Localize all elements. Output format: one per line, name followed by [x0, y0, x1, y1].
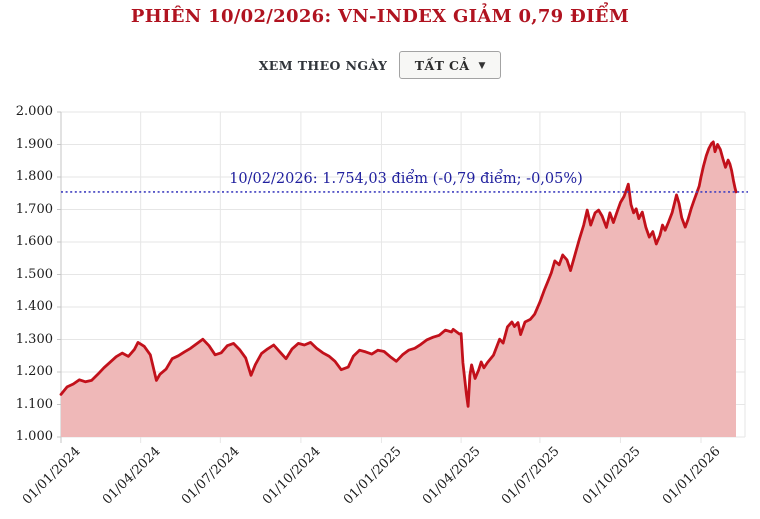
index-line: [59, 140, 738, 408]
area-fill: [61, 141, 736, 437]
view-controls: XEM THEO NGÀY TẤT CẢ ▼: [0, 50, 760, 80]
y-tick-label: 1.000: [15, 429, 53, 444]
last-session-annotation: 10/02/2026: 1.754,03 điểm (-0,79 điểm; -…: [229, 170, 583, 187]
range-dropdown[interactable]: TẤT CẢ ▼: [399, 51, 502, 79]
range-dropdown-value: TẤT CẢ: [414, 57, 470, 73]
page-title: PHIÊN 10/02/2026: VN-INDEX GIẢM 0,79 ĐIỂ…: [130, 6, 630, 27]
view-by-label: XEM THEO NGÀY: [258, 57, 388, 73]
y-tick-label: 1.600: [15, 234, 53, 249]
y-tick-label: 1.900: [15, 136, 53, 152]
y-tick-label: 1.200: [15, 364, 53, 379]
y-tick-label: 1.400: [15, 299, 53, 314]
y-tick-label: 1.800: [15, 169, 53, 184]
chevron-down-icon: ▼: [478, 61, 486, 71]
y-tick-label: 2.000: [15, 104, 53, 119]
y-tick-label: 1.100: [15, 396, 53, 412]
y-tick-label: 1.300: [15, 331, 53, 347]
y-tick-label: 1.700: [15, 201, 53, 217]
y-tick-label: 1.500: [15, 266, 53, 282]
